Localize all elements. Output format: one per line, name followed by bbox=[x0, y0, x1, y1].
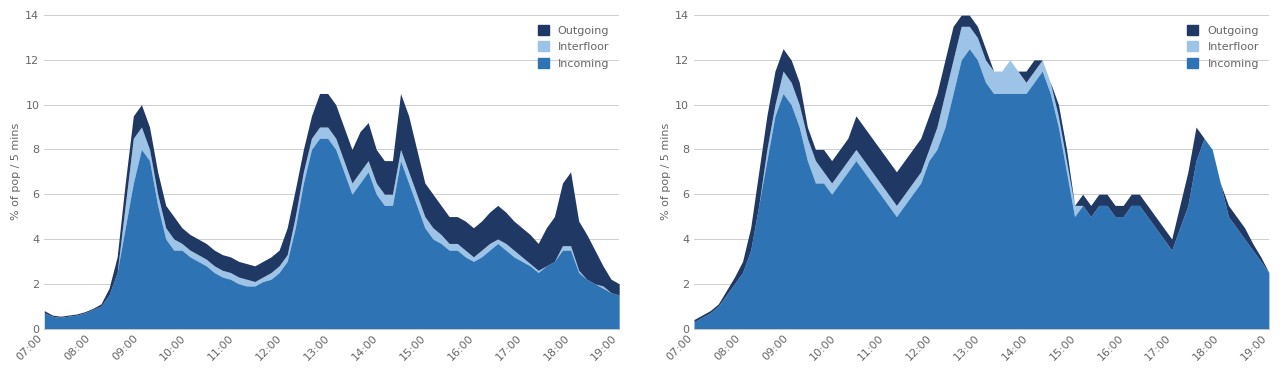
Y-axis label: % of pop / 5 mins: % of pop / 5 mins bbox=[12, 123, 20, 220]
Legend: Outgoing, Interfloor, Incoming: Outgoing, Interfloor, Incoming bbox=[1183, 21, 1263, 73]
Y-axis label: % of pop / 5 mins: % of pop / 5 mins bbox=[660, 123, 671, 220]
Legend: Outgoing, Interfloor, Incoming: Outgoing, Interfloor, Incoming bbox=[534, 21, 613, 73]
